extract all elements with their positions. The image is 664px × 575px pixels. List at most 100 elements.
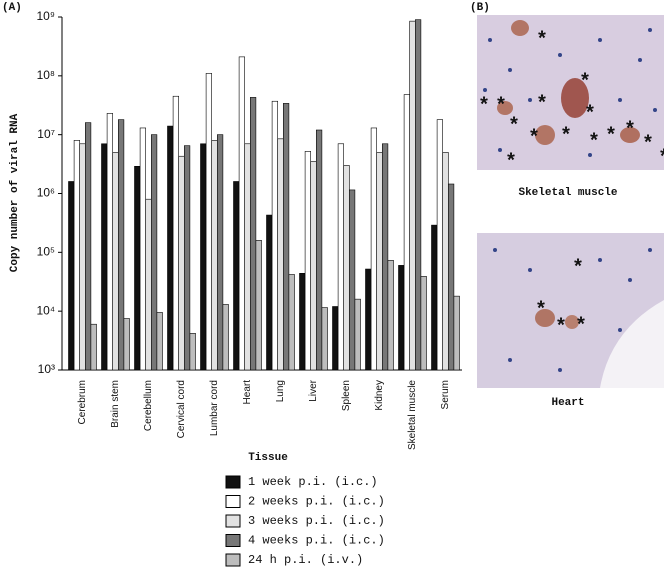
bar bbox=[315, 129, 323, 371]
y-tick-label: 10⁸ bbox=[37, 68, 55, 82]
legend-swatch bbox=[225, 475, 241, 489]
bar bbox=[442, 152, 449, 371]
bar bbox=[387, 260, 394, 371]
bar bbox=[217, 134, 224, 371]
bar bbox=[288, 274, 295, 371]
svg-text:*: * bbox=[588, 131, 600, 154]
svg-text:*: * bbox=[584, 103, 596, 126]
x-tick-label: Kidney bbox=[374, 380, 385, 411]
x-tick-label: Heart bbox=[242, 380, 253, 405]
x-tick-label: Lung bbox=[275, 380, 286, 402]
bar bbox=[151, 134, 158, 371]
bar bbox=[431, 224, 438, 371]
panel-label: (A) bbox=[2, 2, 22, 14]
svg-text:*: * bbox=[536, 93, 548, 116]
svg-text:*: * bbox=[624, 119, 636, 142]
bar bbox=[184, 145, 191, 371]
svg-text:*: * bbox=[535, 299, 547, 322]
x-axis-label: Tissue bbox=[248, 452, 288, 464]
bar bbox=[304, 151, 312, 371]
bar bbox=[409, 20, 416, 371]
y-tick-label: 10⁴ bbox=[36, 303, 55, 317]
svg-text:*: * bbox=[658, 147, 664, 170]
bar bbox=[112, 152, 119, 371]
svg-text:*: * bbox=[575, 315, 587, 338]
bar bbox=[453, 295, 460, 371]
bar bbox=[139, 127, 147, 371]
y-tick-label: 10⁵ bbox=[37, 245, 55, 259]
x-tick-label: Cerebellum bbox=[143, 380, 154, 431]
bar bbox=[365, 268, 372, 371]
bar bbox=[244, 143, 251, 371]
bar bbox=[189, 333, 196, 371]
svg-text:*: * bbox=[478, 95, 490, 118]
bar bbox=[90, 323, 97, 371]
bar bbox=[106, 113, 113, 371]
legend-swatch bbox=[225, 553, 241, 567]
bar bbox=[238, 56, 246, 371]
legend-label: 1 week p.i. (i.c.) bbox=[248, 475, 378, 489]
legend-label: 4 weeks p.i. (i.c.) bbox=[248, 534, 385, 548]
svg-text:*: * bbox=[528, 127, 540, 150]
bar bbox=[348, 189, 356, 371]
bar bbox=[398, 265, 405, 371]
svg-text:*: * bbox=[642, 133, 654, 156]
bar bbox=[370, 127, 378, 371]
bar bbox=[321, 307, 328, 371]
micrograph: *** *** *** *** *** ** ** bbox=[477, 15, 664, 388]
bar bbox=[118, 119, 125, 371]
bar bbox=[381, 143, 389, 371]
bar bbox=[271, 100, 279, 371]
y-tick-label: 10⁶ bbox=[37, 186, 55, 200]
micrograph-caption: Heart bbox=[551, 397, 584, 409]
svg-text:*: * bbox=[560, 125, 572, 148]
x-tick-label: Cervical cord bbox=[176, 380, 187, 438]
bar bbox=[205, 73, 213, 371]
bar bbox=[310, 161, 317, 371]
panel-label: (B) bbox=[470, 2, 490, 14]
bar bbox=[85, 122, 92, 371]
bar bbox=[255, 240, 262, 371]
bar bbox=[233, 181, 240, 371]
x-tick-label: Serum bbox=[440, 380, 451, 409]
x-tick-label: Lumbar cord bbox=[209, 380, 220, 436]
legend-swatch bbox=[225, 495, 241, 508]
bar bbox=[250, 97, 257, 371]
bar bbox=[266, 214, 273, 371]
legend-swatch bbox=[225, 534, 241, 547]
bar bbox=[337, 143, 345, 371]
bar bbox=[354, 298, 361, 371]
y-tick-label: 10³ bbox=[38, 362, 55, 376]
bar bbox=[332, 306, 339, 371]
bar bbox=[211, 140, 218, 371]
legend-swatch bbox=[225, 514, 241, 528]
x-tick-label: Cerebrum bbox=[77, 380, 88, 424]
y-tick-label: 10⁹ bbox=[37, 9, 56, 23]
svg-text:*: * bbox=[555, 316, 567, 339]
x-tick-label: Brain stem bbox=[110, 380, 121, 428]
bar bbox=[299, 273, 306, 371]
svg-text:*: * bbox=[536, 29, 548, 52]
bar bbox=[68, 181, 75, 371]
bar bbox=[178, 155, 185, 371]
bar bbox=[282, 103, 290, 371]
micrograph-caption: Skeletal muscle bbox=[518, 187, 617, 199]
x-tick-label: Liver bbox=[308, 379, 319, 401]
bar bbox=[343, 165, 350, 371]
svg-text:*: * bbox=[579, 71, 591, 94]
bar bbox=[436, 119, 444, 371]
bar bbox=[172, 95, 180, 371]
legend-label: 2 weeks p.i. (i.c.) bbox=[248, 495, 385, 509]
legend-label: 3 weeks p.i. (i.c.) bbox=[248, 514, 385, 528]
x-tick-label: Spleen bbox=[341, 380, 352, 411]
svg-text:*: * bbox=[572, 257, 584, 280]
svg-text:*: * bbox=[505, 151, 517, 174]
bar bbox=[222, 304, 229, 371]
bar bbox=[123, 318, 130, 371]
legend-label: 24 h p.i. (i.v.) bbox=[248, 553, 363, 567]
svg-text:*: * bbox=[508, 115, 520, 138]
bar bbox=[200, 143, 207, 371]
bar bbox=[145, 198, 152, 371]
svg-text:*: * bbox=[495, 95, 507, 118]
